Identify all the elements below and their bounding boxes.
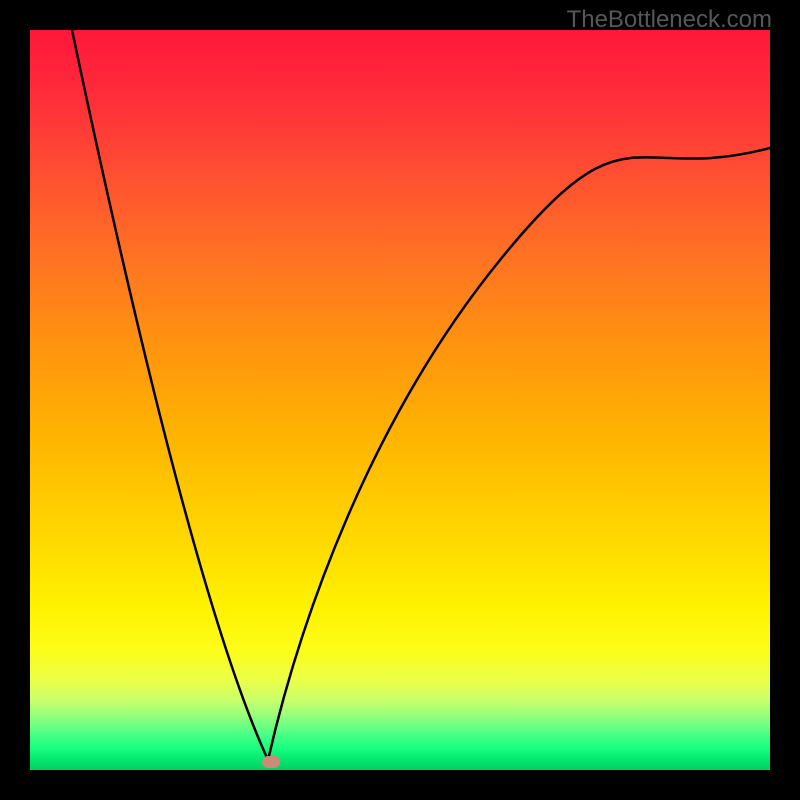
watermark-text: TheBottleneck.com (567, 6, 772, 34)
chart-frame: TheBottleneck.com (0, 0, 800, 800)
plot-area (30, 30, 770, 770)
optimum-marker (262, 756, 280, 768)
bottleneck-curve (30, 30, 770, 770)
